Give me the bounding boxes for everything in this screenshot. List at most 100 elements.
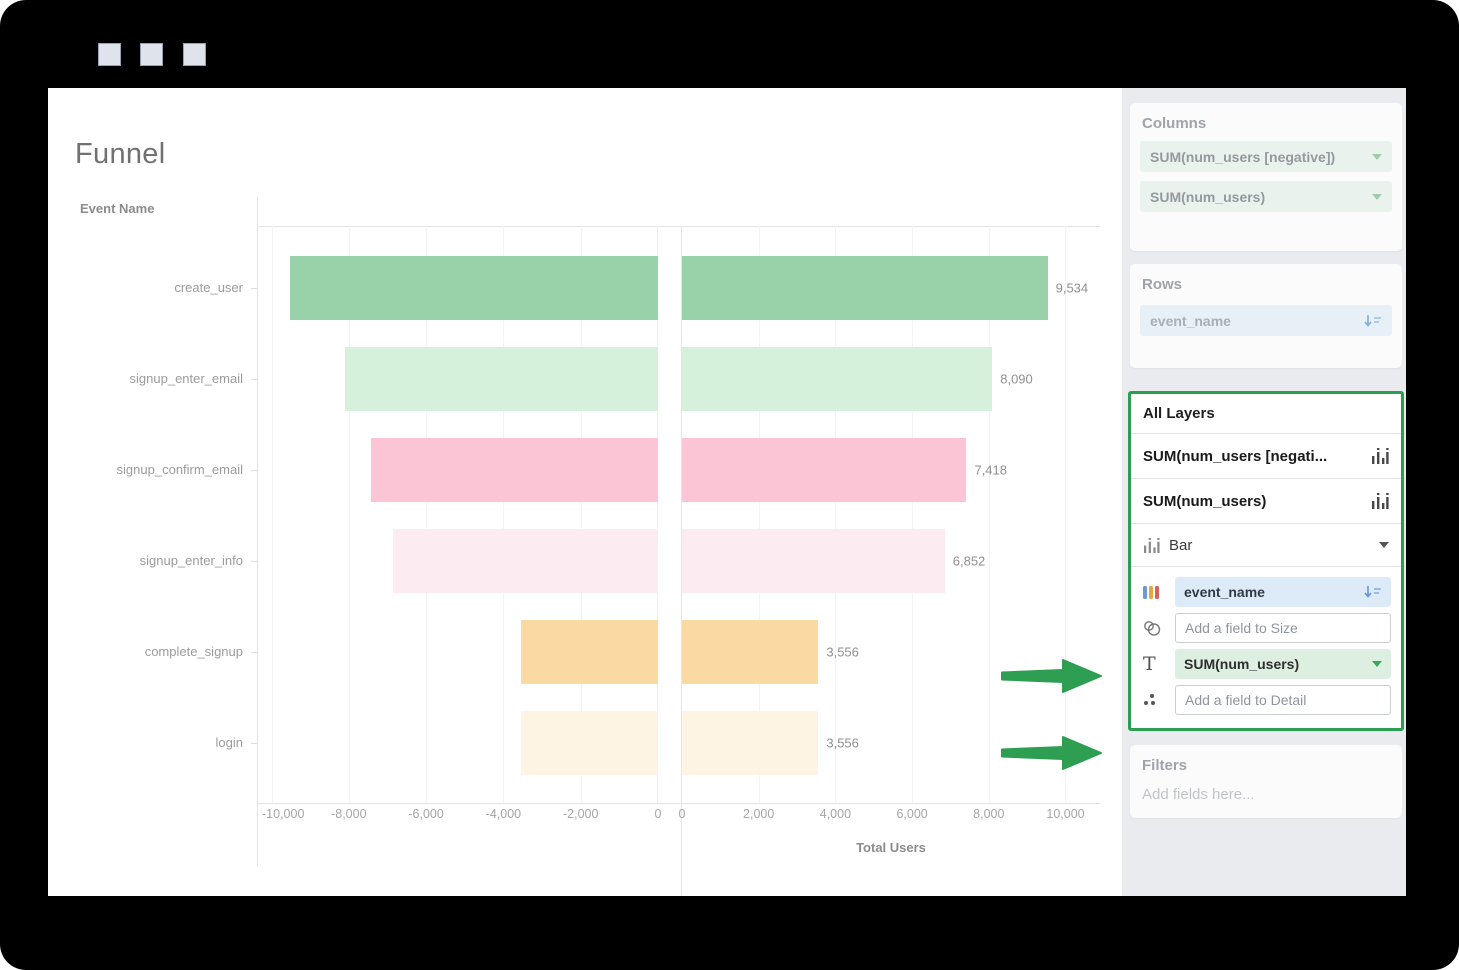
row-divider-line [257,197,258,866]
bar-negative[interactable] [289,255,658,320]
bar-positive[interactable] [682,346,993,411]
field-label: SUM(num_users) [1184,656,1300,672]
bar-value-label: 9,534 [1055,280,1089,295]
size-icon[interactable] [1143,620,1175,636]
app-window: Funnel Event Name create_user signup_ente… [48,88,1406,896]
bar-positive[interactable] [682,255,1048,320]
pill-label: SUM(num_users [negative]) [1150,148,1336,165]
layer-num-users[interactable]: SUM(num_users) [1131,479,1401,524]
sort-descending-icon[interactable] [1364,585,1382,599]
mark-row-text: T SUM(num_users) [1143,649,1391,679]
gridlines-left-pane [258,226,658,803]
color-field-event-name[interactable]: event_name [1175,577,1391,607]
x-axis-tick-label: 0 [654,807,662,821]
mark-row-color: event_name [1143,577,1391,607]
x-axis-tick-label: -2,000 [562,807,599,821]
gridlines-right-pane [682,226,1100,803]
x-axis-title: Total Users [856,840,926,855]
bar-value-label: 3,556 [826,735,859,750]
gridline [835,226,837,803]
bar-negative[interactable] [345,346,658,411]
category-label: create_user [174,280,243,295]
color-icon[interactable] [1143,585,1175,600]
filters-shelf: Filters Add fields here... [1130,745,1402,818]
chevron-down-icon[interactable] [1372,661,1382,667]
mark-type-dropdown[interactable]: Bar [1131,524,1401,567]
bar-negative[interactable] [520,619,658,684]
rows-pill-event-name[interactable]: event_name [1140,305,1392,336]
bar-negative[interactable] [520,710,658,775]
category-tick-mark [251,742,257,744]
bar-value-label: 7,418 [974,462,1008,477]
text-field-num-users[interactable]: SUM(num_users) [1175,649,1391,679]
chevron-down-icon[interactable] [1372,153,1382,160]
positive-bars-pane: 9,534 8,090 7,418 6,852 3,556 3,556 [682,242,1100,788]
funnel-chart: Funnel Event Name create_user signup_ente… [48,88,1122,896]
category-tick-mark [251,378,257,380]
bar-positive[interactable] [682,528,945,593]
gridline [912,226,914,803]
category-tick-mark [251,560,257,562]
annotation-arrow-color [1001,659,1102,693]
window-button-2[interactable] [140,43,163,66]
gridline [348,226,350,803]
chevron-down-icon[interactable] [1379,542,1389,548]
sort-descending-icon[interactable] [1364,314,1382,328]
bar-positive[interactable] [682,619,819,684]
sheet-title: Funnel [75,138,166,170]
all-layers-panel: All Layers SUM(num_users [negati... SUM(… [1128,391,1404,731]
x-axis-line [257,803,1100,804]
x-axis-tick-label: 10,000 [1046,807,1085,821]
window-button-1[interactable] [98,43,121,66]
shelf-sidebar: Columns SUM(num_users [negative]) SUM(nu… [1122,88,1406,896]
category-label: signup_enter_info [139,553,243,568]
gridline [580,226,582,803]
columns-shelf-title: Columns [1142,115,1207,132]
category-tick-mark [251,651,257,653]
bar-negative[interactable] [371,437,658,502]
annotation-arrow-text [1001,736,1102,770]
columns-shelf: Columns SUM(num_users [negative]) SUM(nu… [1130,103,1402,251]
layer-num-users-negative[interactable]: SUM(num_users [negati... [1131,434,1401,479]
x-axis-tick-label: 2,000 [743,807,775,821]
category-label: signup_confirm_email [116,462,243,477]
bar-positive[interactable] [682,437,967,502]
x-axis-tick-label: -8,000 [331,807,367,821]
text-icon[interactable]: T [1143,652,1156,675]
bar-value-label: 3,556 [826,644,859,659]
bar-positive[interactable] [682,710,819,775]
category-label: complete_signup [144,644,243,659]
category-tick-mark [251,469,257,471]
bar-value-label: 8,090 [1000,371,1033,386]
filters-placeholder: Add fields here... [1142,786,1255,803]
plot-top-border [257,226,1100,227]
marks-card: event_name [1131,567,1401,728]
field-placeholder: Add a field to Detail [1185,692,1307,708]
columns-pill-num-users-negative[interactable]: SUM(num_users [negative]) [1140,141,1392,172]
mark-row-detail: Add a field to Detail [1143,685,1391,715]
pill-label: SUM(num_users) [1150,188,1266,205]
x-axis-tick-label: 8,000 [973,807,1005,821]
right-pane-zero-axis [681,226,682,896]
pill-label: event_name [1150,312,1231,329]
x-axis-tick-label: 0 [678,807,686,821]
window-button-3[interactable] [183,43,206,66]
rows-shelf: Rows event_name [1130,264,1402,368]
size-field-empty[interactable]: Add a field to Size [1175,613,1391,643]
bar-chart-icon [1372,493,1389,509]
bar-negative[interactable] [393,528,658,593]
bar-chart-icon [1144,537,1160,553]
layer-label: SUM(num_users) [1143,492,1267,510]
x-axis-tick-label: 6,000 [896,807,928,821]
detail-field-empty[interactable]: Add a field to Detail [1175,685,1391,715]
negative-bars-pane [258,242,658,788]
category-label: signup_enter_email [129,371,243,386]
rows-shelf-title: Rows [1142,276,1183,293]
gridline [426,226,428,803]
detail-icon[interactable] [1143,693,1175,707]
filters-shelf-title: Filters [1142,757,1188,774]
columns-pill-num-users[interactable]: SUM(num_users) [1140,181,1392,212]
chevron-down-icon[interactable] [1372,193,1382,200]
